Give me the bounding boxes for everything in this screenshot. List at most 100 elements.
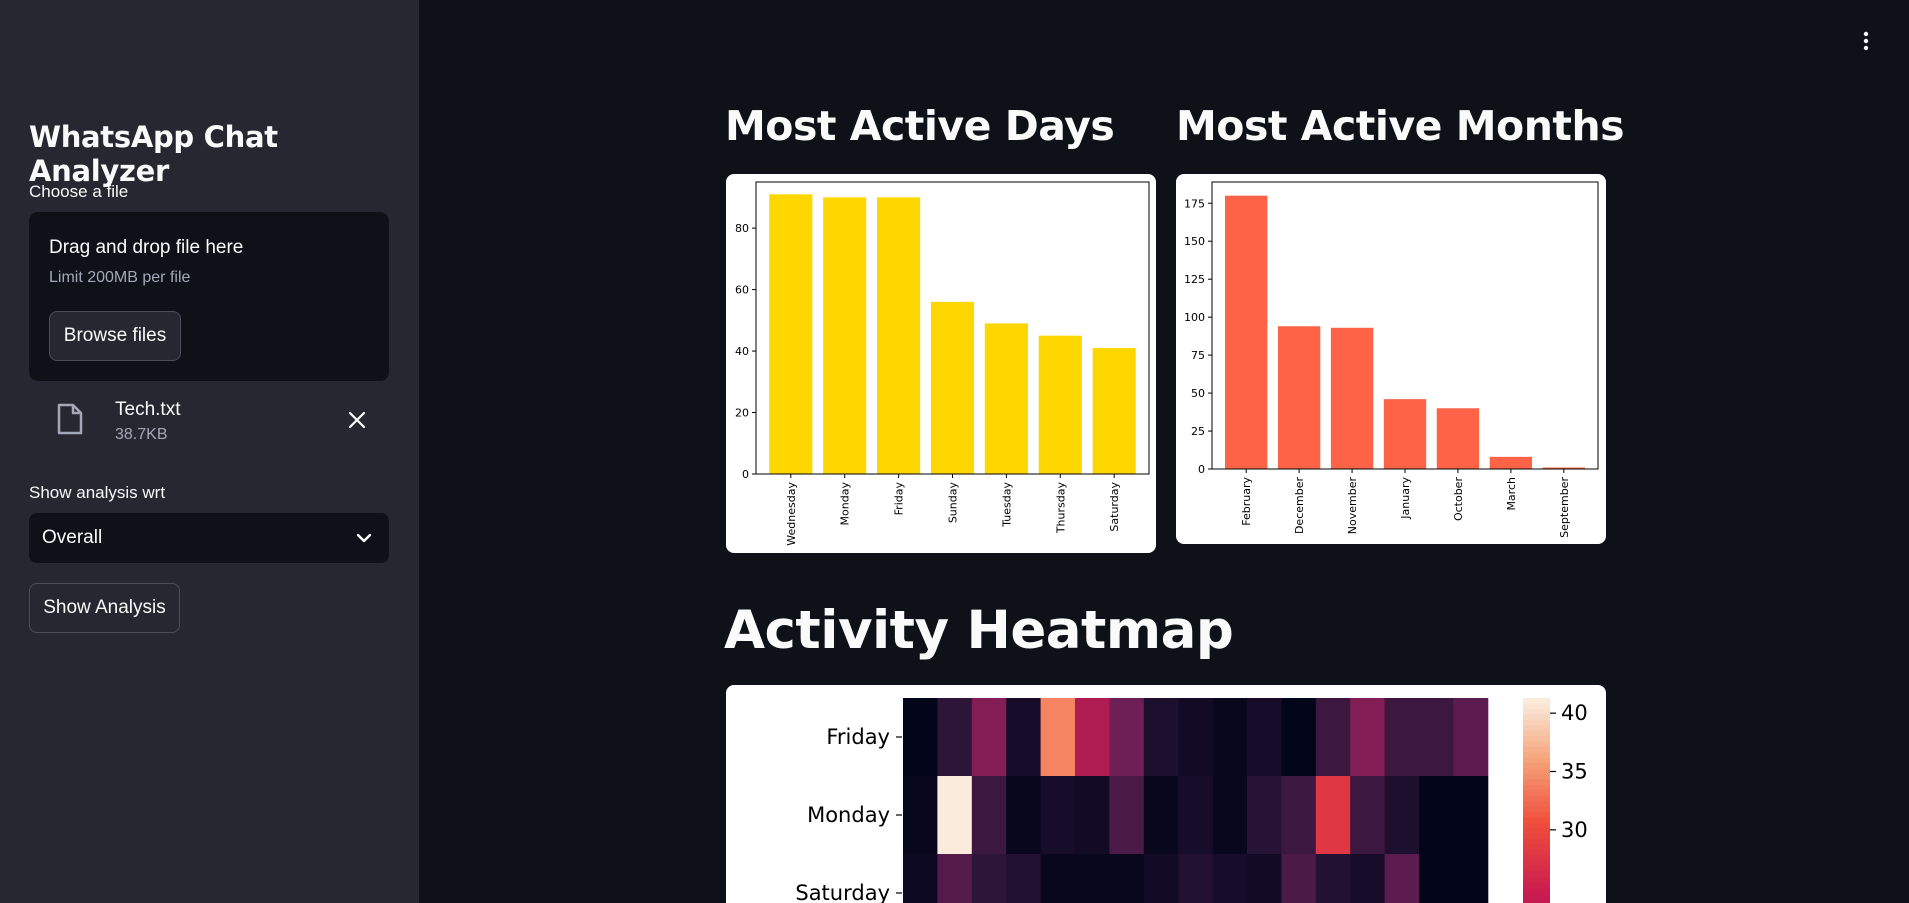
heatmap-cell [1350, 854, 1386, 903]
dropzone-title: Drag and drop file here [49, 237, 244, 258]
analysis-select-label: Show analysis wrt [29, 483, 166, 502]
heatmap-cell [1212, 698, 1248, 777]
months-bar [1489, 456, 1533, 469]
heatmap-colorbar-segment [1523, 871, 1550, 878]
months-x-tick-label: September [1558, 477, 1571, 538]
file-dropzone[interactable]: Drag and drop file here Limit 200MB per … [29, 212, 389, 381]
heatmap-cell [903, 776, 938, 855]
heatmap-cell [1453, 698, 1489, 777]
heatmap-cell [971, 854, 1007, 903]
heatmap-cell [1109, 854, 1145, 903]
colorbar-tick-label: 40 [1561, 701, 1588, 725]
days-y-tick-label: 20 [735, 407, 749, 420]
heatmap-cell [1075, 776, 1110, 855]
days-bar [823, 197, 867, 475]
heatmap-cell [1143, 698, 1179, 777]
days-bar [984, 323, 1028, 474]
months-x-tick-label: February [1240, 477, 1253, 526]
days-chart-card: Wednesday Monday Friday Sunday Tuesday Thursd… [726, 174, 1156, 553]
heatmap-cell [1212, 854, 1248, 903]
browse-files-button[interactable]: Browse files [49, 311, 181, 361]
analysis-select[interactable]: Overall [29, 513, 389, 563]
months-bar [1277, 326, 1321, 469]
heatmap-colorbar-segment [1523, 860, 1550, 867]
months-y-tick-label: 100 [1184, 311, 1205, 324]
months-bar-chart: February December November January October Ma… [1184, 181, 1599, 538]
heatmap-cell [1075, 698, 1110, 777]
heatmap-cell [971, 698, 1007, 777]
heatmap-cell [1384, 854, 1420, 903]
heatmap-colorbar-segment [1523, 811, 1550, 818]
months-y-tick-label: 50 [1191, 387, 1205, 400]
kebab-menu-icon[interactable] [1862, 30, 1870, 52]
months-y-tick-label: 175 [1184, 197, 1205, 210]
heatmap-cell [1178, 776, 1214, 855]
heatmap-colorbar-segment [1523, 730, 1550, 737]
days-x-tick-label: Friday [893, 482, 906, 516]
heatmap-cell [1178, 698, 1214, 777]
heatmap-cell [1281, 854, 1317, 903]
heatmap-cell [1109, 776, 1145, 855]
heatmap-colorbar-segment [1523, 833, 1550, 840]
days-bar [1092, 347, 1136, 474]
heatmap-colorbar-segment [1523, 714, 1550, 721]
heatmap-colorbar-segment [1523, 708, 1550, 715]
heatmap-colorbar-segment [1523, 735, 1550, 742]
heatmap-colorbar-segment [1523, 855, 1550, 862]
heatmap-colorbar-segment [1523, 784, 1550, 791]
app-title: WhatsApp Chat Analyzer [29, 120, 278, 188]
colorbar-tick-label: 35 [1561, 760, 1588, 784]
heatmap-colorbar-segment [1523, 763, 1550, 770]
heatmap-colorbar-segment [1523, 773, 1550, 780]
heatmap-colorbar-segment [1523, 746, 1550, 753]
heatmap-colorbar-segment [1523, 893, 1550, 900]
heatmap-colorbar-segment [1523, 703, 1550, 710]
months-bar [1225, 195, 1268, 469]
heatmap-cell [1247, 776, 1282, 855]
heatmap-cell [1212, 776, 1248, 855]
heatmap-cell [1453, 854, 1489, 903]
heatmap-cell [1040, 776, 1076, 855]
months-y-tick-label: 25 [1191, 425, 1205, 438]
heatmap-cell [937, 776, 973, 855]
heatmap-cell [1075, 854, 1110, 903]
months-bar [1330, 327, 1374, 469]
heatmap-cell [1419, 698, 1454, 777]
show-analysis-button[interactable]: Show Analysis [29, 583, 180, 633]
heatmap-colorbar-segment [1523, 844, 1550, 851]
days-bar [930, 301, 975, 474]
days-bar-chart: Wednesday Monday Friday Sunday Tuesday Thursd… [735, 181, 1150, 546]
days-axes-frame [755, 181, 1150, 475]
months-x-tick-label: November [1346, 477, 1359, 535]
heatmap-row-label: Friday [826, 725, 890, 749]
heatmap-cell [1315, 776, 1351, 855]
days-bar [1038, 335, 1082, 474]
heatmap-cell [1281, 776, 1317, 855]
months-x-tick-label: March [1505, 477, 1518, 511]
heatmap-colorbar-segment [1523, 752, 1550, 759]
heatmap-cell [1143, 776, 1179, 855]
sidebar: WhatsApp Chat Analyzer Choose a file Dra… [0, 0, 419, 903]
heatmap-cell [1350, 698, 1386, 777]
heatmap-cell [1006, 854, 1042, 903]
days-x-tick-label: Thursday [1054, 482, 1067, 535]
heatmap-cell [1040, 698, 1076, 777]
heatmap-colorbar-segment [1523, 795, 1550, 802]
close-icon[interactable] [346, 409, 368, 431]
heatmap-colorbar-segment [1523, 898, 1550, 903]
days-x-tick-label: Monday [839, 482, 852, 526]
months-x-tick-label: December [1293, 477, 1306, 535]
heatmap-colorbar-segment [1523, 849, 1550, 856]
heatmap-card: Friday Monday Saturday 30 35 40 [726, 685, 1606, 903]
heatmap-colorbar-segment [1523, 887, 1550, 894]
months-bar [1383, 399, 1427, 469]
heatmap-cell [903, 698, 938, 777]
days-chart-title: Most Active Days [725, 102, 1115, 150]
heatmap-colorbar-segment [1523, 806, 1550, 813]
heatmap-cell [1109, 698, 1145, 777]
heatmap-colorbar-segment [1523, 725, 1550, 732]
days-bar [769, 194, 813, 474]
heatmap-colorbar-segment [1523, 698, 1550, 705]
months-y-tick-label: 150 [1184, 235, 1205, 248]
days-y-tick-label: 80 [735, 222, 749, 235]
